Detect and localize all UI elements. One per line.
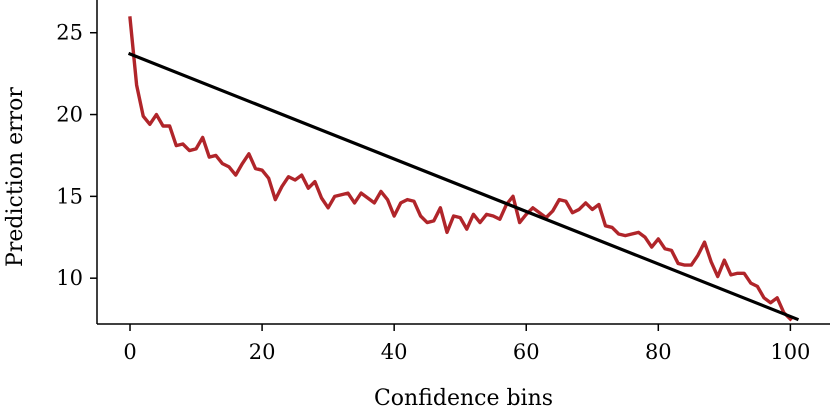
y-tick-label: 25 bbox=[56, 21, 83, 45]
y-axis-ticks: 10 15 20 25 bbox=[56, 21, 97, 290]
y-tick-label: 15 bbox=[56, 184, 83, 208]
x-tick-label: 0 bbox=[123, 340, 136, 364]
x-tick-label: 60 bbox=[513, 340, 540, 364]
x-tick-label: 100 bbox=[770, 340, 810, 364]
y-axis-label: Prediction error bbox=[3, 87, 28, 267]
x-tick-label: 20 bbox=[249, 340, 276, 364]
x-axis-ticks: 0 20 40 60 80 100 bbox=[123, 324, 810, 364]
y-tick-label: 10 bbox=[56, 266, 83, 290]
x-axis-label: Confidence bins bbox=[374, 386, 553, 411]
trend-line-series bbox=[127, 51, 800, 322]
x-tick-label: 40 bbox=[381, 340, 408, 364]
error-curve-series bbox=[128, 16, 793, 322]
x-tick-label: 80 bbox=[645, 340, 672, 364]
plot-area bbox=[127, 16, 800, 322]
y-tick-label: 20 bbox=[56, 103, 83, 127]
